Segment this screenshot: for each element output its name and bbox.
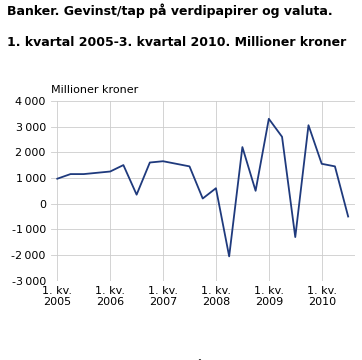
Netto gevinst på verdipapirer og valuta xyxy=(306,123,311,127)
Netto gevinst på verdipapirer og valuta xyxy=(293,235,298,239)
Netto gevinst på verdipapirer og valuta xyxy=(108,169,112,174)
Netto gevinst på verdipapirer og valuta xyxy=(346,214,350,219)
Line: Netto gevinst på verdipapirer og valuta: Netto gevinst på verdipapirer og valuta xyxy=(57,119,348,256)
Text: Banker. Gevinst/tap på verdipapirer og valuta.: Banker. Gevinst/tap på verdipapirer og v… xyxy=(7,4,333,18)
Netto gevinst på verdipapirer og valuta xyxy=(214,186,218,190)
Netto gevinst på verdipapirer og valuta xyxy=(121,163,126,167)
Netto gevinst på verdipapirer og valuta xyxy=(95,171,99,175)
Netto gevinst på verdipapirer og valuta xyxy=(320,162,324,166)
Netto gevinst på verdipapirer og valuta xyxy=(161,159,165,163)
Netto gevinst på verdipapirer og valuta xyxy=(267,117,271,121)
Netto gevinst på verdipapirer og valuta xyxy=(148,160,152,165)
Netto gevinst på verdipapirer og valuta xyxy=(201,196,205,201)
Netto gevinst på verdipapirer og valuta xyxy=(227,254,231,258)
Legend: Netto gevinst på verdipapirer og valuta: Netto gevinst på verdipapirer og valuta xyxy=(70,355,336,360)
Text: Millioner kroner: Millioner kroner xyxy=(51,85,138,95)
Netto gevinst på verdipapirer og valuta xyxy=(81,172,86,176)
Netto gevinst på verdipapirer og valuta xyxy=(253,189,258,193)
Netto gevinst på verdipapirer og valuta xyxy=(240,145,245,149)
Netto gevinst på verdipapirer og valuta xyxy=(280,135,284,139)
Netto gevinst på verdipapirer og valuta xyxy=(68,172,73,176)
Netto gevinst på verdipapirer og valuta xyxy=(174,162,178,166)
Netto gevinst på verdipapirer og valuta xyxy=(55,176,59,181)
Text: 1. kvartal 2005-3. kvartal 2010. Millioner kroner: 1. kvartal 2005-3. kvartal 2010. Million… xyxy=(7,36,346,49)
Netto gevinst på verdipapirer og valuta xyxy=(187,164,191,168)
Netto gevinst på verdipapirer og valuta xyxy=(134,193,139,197)
Netto gevinst på verdipapirer og valuta xyxy=(333,164,337,168)
